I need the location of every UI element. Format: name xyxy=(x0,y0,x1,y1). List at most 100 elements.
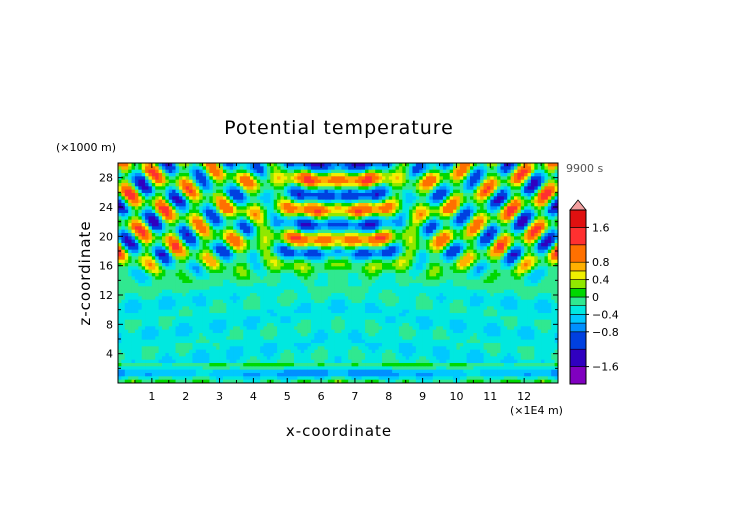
heatmap-cell xyxy=(338,186,342,191)
heatmap-cell xyxy=(500,249,505,254)
heatmap-cell xyxy=(327,209,332,214)
heatmap-cell xyxy=(405,203,410,207)
heatmap-cell xyxy=(307,239,312,244)
heatmap-cell xyxy=(260,193,264,197)
heatmap-cell xyxy=(388,233,393,237)
heatmap-cell xyxy=(334,166,339,171)
heatmap-cell xyxy=(236,253,241,257)
heatmap-cell xyxy=(300,279,305,284)
heatmap-cell xyxy=(541,239,545,244)
heatmap-cell xyxy=(398,219,403,224)
heatmap-cell xyxy=(341,166,346,171)
heatmap-cell xyxy=(348,273,352,277)
heatmap-cell xyxy=(547,199,552,204)
heatmap-cell xyxy=(354,189,359,194)
heatmap-cell xyxy=(128,206,132,211)
heatmap-cell xyxy=(398,259,403,264)
heatmap-cell xyxy=(155,253,159,257)
heatmap-cell xyxy=(168,233,173,237)
heatmap-cell xyxy=(307,243,312,247)
heatmap-cell xyxy=(317,186,322,191)
heatmap-cell xyxy=(124,176,129,181)
heatmap-cell xyxy=(341,263,346,267)
heatmap-cell xyxy=(226,286,231,291)
heatmap-cell xyxy=(189,193,193,197)
heatmap-cell xyxy=(382,279,386,284)
heatmap-cell xyxy=(466,216,471,221)
heatmap-cell xyxy=(229,219,234,224)
heatmap-cell xyxy=(439,166,444,171)
heatmap-cell xyxy=(422,276,427,281)
heatmap-cell xyxy=(222,223,227,227)
heatmap-cell xyxy=(510,223,515,227)
heatmap-cell xyxy=(195,166,200,171)
heatmap-cell xyxy=(145,199,149,204)
heatmap-cell xyxy=(192,273,197,277)
heatmap-cell xyxy=(378,206,383,211)
heatmap-cell xyxy=(287,173,291,177)
heatmap-cell xyxy=(388,249,393,254)
heatmap-cell xyxy=(250,193,254,197)
heatmap-cell xyxy=(280,256,285,261)
heatmap-cell xyxy=(209,289,214,294)
heatmap-cell xyxy=(493,179,498,184)
heatmap-cell xyxy=(280,253,285,257)
heatmap-cell xyxy=(524,206,528,211)
heatmap-cell xyxy=(338,209,342,214)
heatmap-cell xyxy=(141,176,146,181)
heatmap-cell xyxy=(219,189,224,194)
heatmap-cell xyxy=(222,229,227,234)
heatmap-cell xyxy=(280,226,285,231)
heatmap-cell xyxy=(158,186,163,191)
heatmap-cell xyxy=(250,189,254,194)
heatmap-cell xyxy=(124,166,129,171)
heatmap-cell xyxy=(426,256,430,261)
heatmap-cell xyxy=(541,213,545,217)
heatmap-cell xyxy=(195,243,200,247)
heatmap-cell xyxy=(514,286,518,291)
heatmap-cell xyxy=(419,253,423,257)
heatmap-cell xyxy=(537,179,542,184)
heatmap-cell xyxy=(219,193,224,197)
heatmap-cell xyxy=(314,193,319,197)
heatmap-cell xyxy=(497,196,501,201)
heatmap-cell xyxy=(344,219,349,224)
heatmap-cell xyxy=(338,286,342,291)
heatmap-cell xyxy=(537,226,542,231)
heatmap-cell xyxy=(151,216,156,221)
heatmap-cell xyxy=(354,233,359,237)
heatmap-cell xyxy=(537,233,542,237)
heatmap-cell xyxy=(182,219,187,224)
heatmap-cell xyxy=(294,206,298,211)
heatmap-cell xyxy=(283,173,288,177)
heatmap-cell xyxy=(554,199,559,204)
heatmap-cell xyxy=(442,193,447,197)
heatmap-cell xyxy=(524,203,528,207)
heatmap-cell xyxy=(544,256,549,261)
heatmap-cell xyxy=(172,163,176,167)
heatmap-cell xyxy=(121,173,126,177)
heatmap-cell xyxy=(368,273,373,277)
heatmap-cell xyxy=(551,279,555,284)
heatmap-cell xyxy=(547,246,552,251)
heatmap-cell xyxy=(473,239,478,244)
heatmap-cell xyxy=(551,259,555,264)
heatmap-cell xyxy=(273,193,278,197)
heatmap-cell xyxy=(453,276,457,281)
heatmap-cell xyxy=(317,279,322,284)
heatmap-cell xyxy=(534,276,539,281)
heatmap-cell xyxy=(206,239,210,244)
heatmap-cell xyxy=(470,186,474,191)
heatmap-cell xyxy=(327,189,332,194)
heatmap-cell xyxy=(486,203,491,207)
heatmap-cell xyxy=(236,183,241,187)
heatmap-cell xyxy=(118,239,122,244)
heatmap-cell xyxy=(199,259,203,264)
heatmap-cell xyxy=(131,183,136,187)
heatmap-cell xyxy=(290,226,295,231)
heatmap-cell xyxy=(219,233,224,237)
heatmap-cell xyxy=(270,206,275,211)
heatmap-cell xyxy=(158,203,163,207)
heatmap-cell xyxy=(128,219,132,224)
heatmap-cell xyxy=(466,219,471,224)
